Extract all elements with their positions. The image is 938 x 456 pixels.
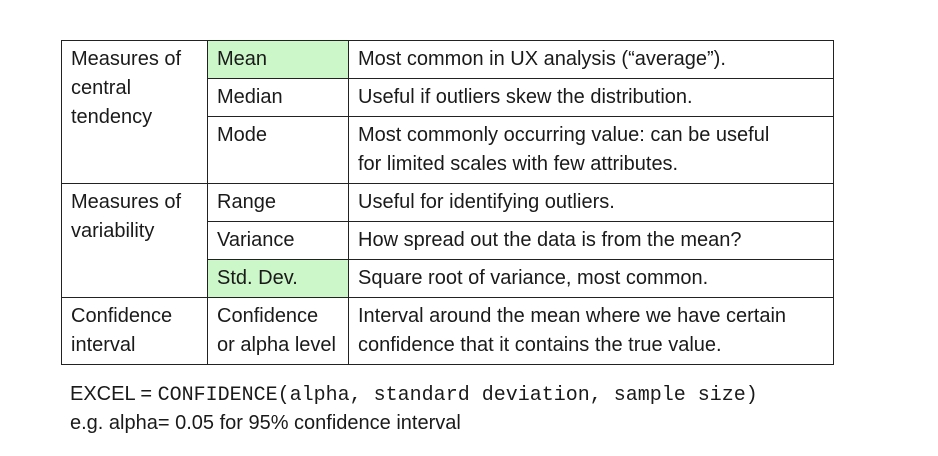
description-mean: Most common in UX analysis (“average”). xyxy=(348,40,834,79)
table-row: Variance How spread out the data is from… xyxy=(62,221,834,260)
description-std-dev: Square root of variance, most common. xyxy=(348,259,834,298)
measure-range: Range xyxy=(207,183,349,222)
category-line: tendency xyxy=(71,106,153,128)
description-confidence: Interval around the mean where we have c… xyxy=(348,297,834,365)
category-central-tendency: Measures of central tendency xyxy=(61,40,208,184)
description-variance: How spread out the data is from the mean… xyxy=(348,221,834,260)
excel-prefix: EXCEL = xyxy=(70,383,158,405)
category-line: variability xyxy=(71,220,155,242)
table-row: Mode Most commonly occurring value: can … xyxy=(62,116,834,184)
table-row: Std. Dev. Square root of variance, most … xyxy=(62,259,834,298)
table-row: Measures of variability Range Useful for… xyxy=(61,183,834,298)
measure-median: Median xyxy=(207,78,349,117)
measure-variance: Variance xyxy=(207,221,349,260)
description-median: Useful if outliers skew the distribution… xyxy=(348,78,834,117)
category-confidence-interval: Confidence interval xyxy=(61,297,208,365)
description-mode: Most commonly occurring value: can be us… xyxy=(348,116,834,184)
description-line: for limited scales with few attributes. xyxy=(358,153,679,175)
measure-line: Confidence xyxy=(217,305,319,327)
category-line: central xyxy=(71,77,132,99)
table-row: Confidence interval Confidence or alpha … xyxy=(61,297,834,365)
measure-mode: Mode xyxy=(207,116,349,184)
statistics-table: Measures of central tendency Mean Most c… xyxy=(61,40,834,365)
category-variability: Measures of variability xyxy=(61,183,208,298)
example-line: e.g. alpha= 0.05 for 95% confidence inte… xyxy=(70,412,461,434)
category-line: Confidence xyxy=(71,305,173,327)
category-line: Measures of xyxy=(71,48,182,70)
category-line: Measures of xyxy=(71,191,182,213)
table-row: Median Useful if outliers skew the distr… xyxy=(62,78,834,117)
table-row: Measures of central tendency Mean Most c… xyxy=(61,40,834,184)
measure-line: or alpha level xyxy=(217,334,336,356)
description-line: Interval around the mean where we have c… xyxy=(358,305,787,327)
category-line: interval xyxy=(71,334,136,356)
measure-confidence: Confidence or alpha level xyxy=(207,297,349,365)
measure-mean: Mean xyxy=(207,40,349,79)
measure-std-dev: Std. Dev. xyxy=(207,259,349,298)
description-line: Most commonly occurring value: can be us… xyxy=(358,124,770,146)
excel-formula-line: EXCEL = CONFIDENCE(alpha, standard devia… xyxy=(70,380,758,410)
excel-formula: CONFIDENCE(alpha, standard deviation, sa… xyxy=(157,384,758,407)
description-line: confidence that it contains the true val… xyxy=(358,334,722,356)
description-range: Useful for identifying outliers. xyxy=(348,183,834,222)
